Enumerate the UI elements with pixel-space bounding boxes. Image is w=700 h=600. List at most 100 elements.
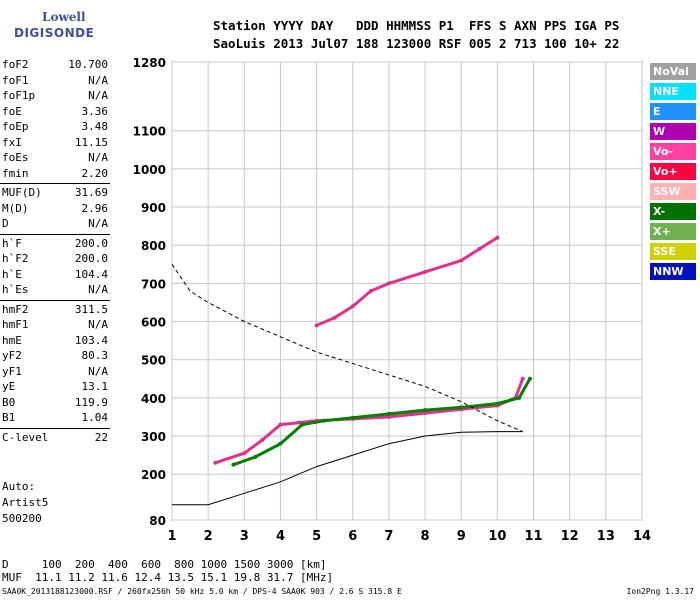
param-name: hmF1	[2, 318, 29, 331]
param-separator	[0, 427, 110, 429]
legend-item: SSW	[650, 183, 696, 200]
data-point	[368, 289, 373, 293]
y-tick-label: 500	[141, 354, 166, 368]
param-row: h`F 200.0	[2, 237, 108, 251]
x-tick-label: 6	[348, 529, 357, 544]
param-value: 11.15	[74, 135, 108, 149]
data-point	[477, 247, 482, 252]
param-row: C-level 22	[2, 431, 108, 445]
param-value: 3.36	[81, 104, 109, 118]
param-row: M(D) 2.96	[2, 202, 108, 216]
data-point	[253, 455, 258, 460]
x-tick-label: 10	[488, 529, 506, 544]
data-point	[231, 462, 236, 467]
y-tick-label: 1000	[133, 163, 166, 177]
x-tick-label: 8	[421, 529, 430, 544]
param-value: 31.69	[74, 186, 108, 199]
param-separator	[0, 233, 110, 235]
param-name: D	[2, 217, 9, 230]
param-row: D N/A	[2, 217, 108, 231]
data-point	[386, 414, 391, 419]
data-point	[386, 411, 391, 416]
plot-area	[171, 61, 643, 521]
param-value: N/A	[88, 364, 108, 378]
param-name: fxI	[2, 135, 22, 149]
x-tick-label: 14	[633, 529, 651, 544]
legend-item: X+	[650, 223, 696, 240]
y-tick-label: 200	[141, 468, 166, 482]
param-value: 22	[94, 430, 108, 444]
param-value: N/A	[88, 283, 108, 296]
param-name: B1	[2, 411, 16, 424]
param-value: 80.3	[81, 349, 109, 362]
param-name: yF1	[2, 364, 22, 378]
y-tick-label: 600	[141, 316, 166, 330]
param-value: N/A	[88, 151, 108, 164]
param-row: h`E 104.4	[2, 268, 108, 282]
data-point	[495, 401, 500, 406]
y-tick-label: 1100	[133, 125, 166, 139]
param-value: 2.96	[81, 201, 109, 215]
param-separator	[0, 299, 110, 301]
legend-item: X-	[650, 203, 696, 220]
logo-brand: Lowell	[42, 10, 86, 24]
footer-file-info: SAA0K_2013188123000.RSF / 260fx256h 50 k…	[2, 587, 402, 596]
param-value: 10.700	[68, 58, 108, 71]
param-separator	[0, 183, 110, 184]
x-tick-label: 4	[276, 529, 285, 544]
data-point	[242, 451, 247, 456]
x-tick-label: 9	[457, 529, 466, 544]
x-tick-label: 12	[561, 529, 579, 544]
data-point	[213, 460, 218, 465]
footer-distance-row: D 100 200 400 600 800 1000 1500 3000 [km…	[2, 558, 327, 571]
x-tick-label: 13	[597, 529, 615, 544]
data-point	[459, 258, 464, 263]
param-row: MUF(D) 31.69	[2, 186, 108, 200]
param-name: hmF2	[2, 302, 29, 316]
data-point	[423, 269, 428, 274]
param-name: h`E	[2, 267, 22, 281]
param-value: 200.0	[74, 236, 108, 250]
param-name: B0	[2, 395, 16, 409]
param-row: yF2 80.3	[2, 349, 108, 363]
data-point	[350, 304, 355, 309]
param-name: fmin	[2, 166, 29, 180]
y-tick-label: 700	[141, 277, 166, 291]
param-row: B0 119.9	[2, 396, 108, 410]
param-name: MUF(D)	[2, 186, 42, 199]
data-point	[332, 315, 337, 320]
param-name: h`F	[2, 236, 22, 250]
y-tick-label: 80	[149, 514, 166, 528]
legend-item: SSE	[650, 243, 696, 260]
x-tick-label: 7	[384, 529, 393, 544]
data-point	[278, 422, 283, 427]
footer-muf-row: MUF 11.1 11.2 11.6 12.4 13.5 15.1 19.8 3…	[2, 571, 334, 584]
param-name: foF1	[2, 73, 29, 87]
data-point	[386, 281, 391, 286]
param-name: foE	[2, 104, 22, 118]
x-tick-label: 2	[204, 529, 213, 544]
data-point	[495, 235, 500, 240]
param-value: 2.20	[81, 166, 109, 180]
param-row: hmF1 N/A	[2, 318, 108, 332]
legend-item: W	[650, 123, 696, 140]
param-row: fxI 11.15	[2, 136, 108, 150]
header-row-2: SaoLuis 2013 Jul07 188 123000 RSF 005 2 …	[213, 36, 620, 51]
data-point	[321, 418, 326, 423]
digisonde-logo: Lowell DIGISONDE	[8, 6, 158, 46]
scaling-mode: Auto:	[2, 480, 36, 493]
legend-item: NNE	[650, 83, 696, 100]
param-row: foEs N/A	[2, 151, 108, 165]
legend-item: Vo-	[650, 143, 696, 160]
param-row: foE 3.36	[2, 105, 108, 119]
param-row: hmE 103.4	[2, 334, 108, 348]
data-point	[300, 422, 305, 427]
param-value: N/A	[88, 217, 108, 230]
param-row: hmF2 311.5	[2, 303, 108, 317]
data-point	[423, 408, 428, 413]
x-tick-label: 11	[524, 529, 542, 544]
data-point	[520, 376, 525, 381]
y-tick-label: 900	[141, 201, 166, 215]
param-name: hmE	[2, 333, 22, 347]
